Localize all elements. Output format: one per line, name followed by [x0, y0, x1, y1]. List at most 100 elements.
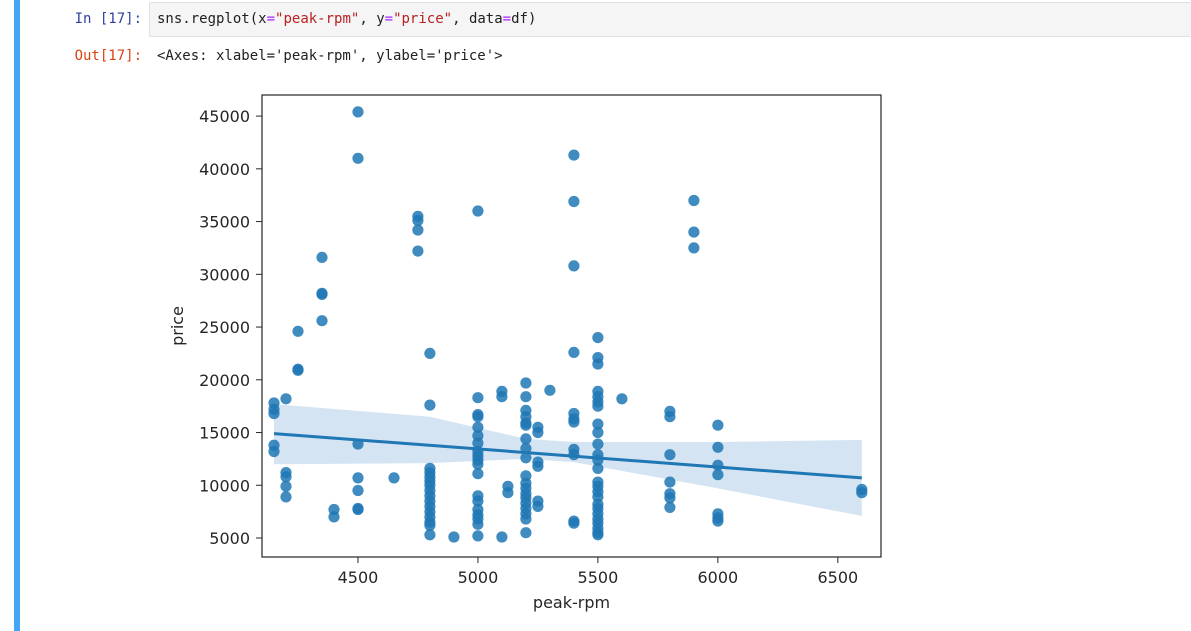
scatter-point — [472, 530, 484, 542]
scatter-point — [592, 462, 604, 474]
y-tick-label: 15000 — [199, 424, 250, 443]
output-repr: <Axes: xlabel='peak-rpm', ylabel='price'… — [157, 48, 503, 64]
scatter-point — [568, 346, 580, 358]
scatter-point — [592, 529, 604, 541]
y-tick-label: 10000 — [199, 476, 250, 495]
scatter-point — [532, 460, 544, 472]
y-tick-label: 5000 — [209, 529, 250, 548]
scatter-point — [592, 418, 604, 430]
x-tick-label: 6500 — [817, 568, 858, 587]
scatter-point — [568, 195, 580, 208]
scatter-point — [616, 393, 628, 405]
scatter-point — [424, 399, 436, 411]
y-tick-label: 20000 — [199, 371, 250, 390]
scatter-point — [424, 529, 436, 541]
scatter-point — [292, 364, 304, 376]
code-arg-y-value: "price" — [393, 11, 453, 27]
scatter-point — [712, 515, 724, 527]
scatter-point — [352, 152, 364, 164]
y-tick-label: 40000 — [199, 160, 250, 179]
scatter-point — [472, 458, 484, 470]
scatter-point — [532, 500, 544, 512]
scatter-point — [664, 476, 676, 488]
scatter-point — [712, 419, 724, 431]
scatter-point — [472, 495, 484, 507]
scatter-point — [664, 449, 676, 461]
scatter-point — [316, 288, 328, 300]
scatter-point — [592, 358, 604, 370]
scatter-point — [520, 391, 532, 403]
x-axis-label: peak-rpm — [533, 593, 610, 612]
scatter-point — [412, 224, 424, 236]
confidence-band — [274, 404, 862, 516]
scatter-point — [388, 472, 400, 484]
y-tick-label: 45000 — [199, 107, 250, 126]
scatter-point — [712, 441, 724, 453]
scatter-point — [568, 260, 580, 272]
output-prompt: Out[17]: — [74, 48, 142, 64]
scatter-point — [472, 421, 484, 433]
scatter-point — [280, 491, 292, 503]
code-arg-x-name: x — [258, 11, 267, 27]
scatter-point — [472, 518, 484, 530]
scatter-point — [688, 242, 700, 254]
code-input-area[interactable]: sns.regplot(x="peak-rpm", y="price", dat… — [149, 2, 1191, 37]
plot-frame — [261, 94, 882, 558]
y-tick-label: 35000 — [199, 213, 250, 232]
scatter-point — [352, 106, 364, 118]
x-tick-label: 5500 — [578, 568, 619, 587]
regression-line — [273, 432, 862, 480]
scatter-point — [592, 438, 604, 450]
code-arg-data-value: df — [511, 11, 528, 27]
scatter-point — [316, 251, 328, 263]
scatter-point — [712, 469, 724, 481]
scatter-point — [412, 214, 424, 227]
scatter-point — [520, 527, 532, 539]
scatter-point — [520, 419, 532, 431]
scatter-point — [424, 519, 436, 531]
scatter-point — [520, 452, 532, 464]
scatter-point — [688, 194, 700, 207]
scatter-point — [568, 416, 580, 428]
scatter-point — [664, 501, 676, 513]
scatter-point — [688, 226, 700, 238]
scatter-point — [280, 471, 292, 483]
scatter-point — [544, 384, 556, 396]
scatter-point — [412, 245, 424, 257]
cell-selection-bar — [14, 0, 20, 631]
scatter-point — [472, 437, 484, 449]
code-sep-1: , — [359, 11, 377, 27]
scatter-point — [328, 511, 340, 523]
regplot-chart: 4500 5000 5500 6000 6500 5000 10000 15000 20000 2… — [168, 94, 882, 612]
scatter-point — [592, 426, 604, 439]
scatter-point — [496, 531, 508, 543]
scatter-point — [292, 325, 304, 337]
code-paren-open: ( — [249, 11, 259, 27]
scatter-point — [424, 347, 436, 359]
scatter-point — [856, 487, 868, 499]
scatter-point — [568, 149, 580, 161]
scatter-point — [472, 392, 484, 404]
x-tick-label: 4500 — [338, 568, 379, 587]
scatter-point — [280, 393, 292, 405]
scatter-point — [448, 531, 460, 543]
y-tick-label: 25000 — [199, 318, 250, 337]
scatter-point — [520, 377, 532, 389]
scatter-point — [592, 400, 604, 412]
scatter-point — [592, 332, 604, 344]
code-sep-2: , — [452, 11, 469, 27]
y-tick-label: 30000 — [199, 265, 250, 284]
scatter-point — [472, 205, 484, 217]
scatter-point — [520, 513, 532, 525]
code-arg-x-value: "peak-rpm" — [275, 11, 360, 27]
scatter-point — [352, 472, 364, 484]
code-eq-2: = — [384, 11, 394, 27]
code-arg-y-name: y — [376, 11, 385, 27]
scatter-point — [502, 487, 514, 499]
y-axis-label: price — [168, 306, 187, 346]
scatter-point — [268, 445, 280, 458]
scatter-point — [268, 407, 280, 420]
code-arg-data-name: data — [468, 11, 503, 27]
scatter-point — [280, 480, 292, 492]
scatter-point — [664, 411, 676, 423]
